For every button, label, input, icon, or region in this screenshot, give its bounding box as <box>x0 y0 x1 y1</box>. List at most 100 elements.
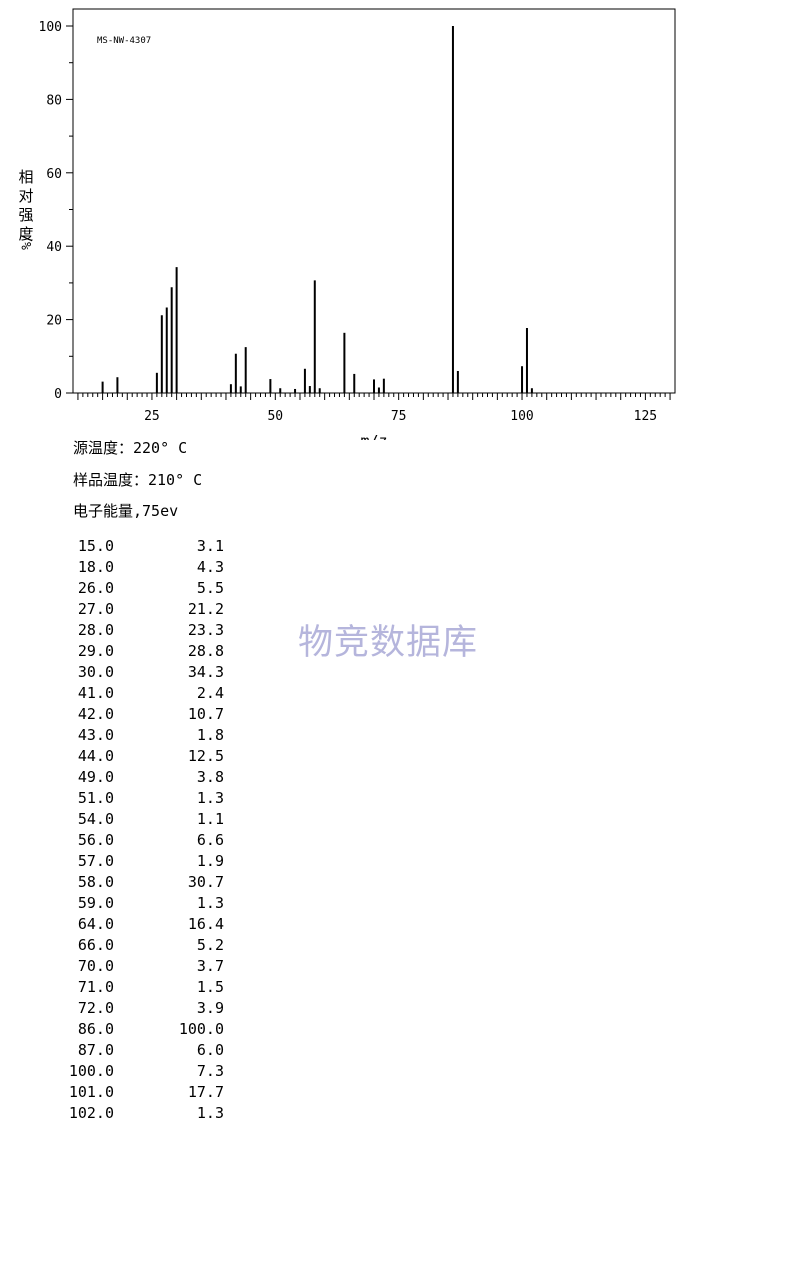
chart-title: MS-NW-4307 <box>97 36 151 46</box>
peak-row: 54.0 1.1 <box>40 810 224 831</box>
peak-intensity: 6.0 <box>196 1041 224 1059</box>
peak-intensity: 1.3 <box>196 894 224 912</box>
peak-row: 49.0 3.8 <box>40 768 224 789</box>
peak-mz: 44.0 <box>77 747 114 765</box>
watermark: 物竞数据库 <box>298 623 479 663</box>
peak-mz: 102.0 <box>68 1104 114 1122</box>
peak-intensity: 1.9 <box>196 852 224 870</box>
peak-intensity: 5.5 <box>196 579 224 597</box>
peak-intensity: 1.3 <box>196 1104 224 1122</box>
peak-row: 59.0 1.3 <box>40 894 224 915</box>
peak-mz: 59.0 <box>77 894 114 912</box>
peak-intensity: 2.4 <box>196 684 224 702</box>
peak-mz: 86.0 <box>77 1020 114 1038</box>
peak-mz: 29.0 <box>77 642 114 660</box>
peak-intensity: 28.8 <box>187 642 224 660</box>
peak-intensity: 1.5 <box>196 978 224 996</box>
peak-intensity: 30.7 <box>187 873 224 891</box>
peak-row: 101.0 17.7 <box>40 1083 224 1104</box>
peak-intensity: 1.1 <box>196 810 224 828</box>
x-tick-label: 25 <box>144 409 160 424</box>
y-tick-label: 80 <box>46 93 62 108</box>
y-axis-unit: %/ <box>20 234 35 250</box>
peak-mz: 15.0 <box>77 537 114 555</box>
peak-intensity: 1.8 <box>196 726 224 744</box>
peak-mz: 54.0 <box>77 810 114 828</box>
peak-mz: 64.0 <box>77 915 114 933</box>
peak-mz: 41.0 <box>77 684 114 702</box>
peak-intensity: 17.7 <box>187 1083 224 1101</box>
peak-row: 71.0 1.5 <box>40 978 224 999</box>
y-axis-label-char: 对 <box>18 187 33 205</box>
y-tick-label: 60 <box>46 167 62 182</box>
peak-intensity: 3.1 <box>196 537 224 555</box>
peak-row: 57.0 1.9 <box>40 852 224 873</box>
peak-row: 44.0 12.5 <box>40 747 224 768</box>
peak-mz: 49.0 <box>77 768 114 786</box>
y-axis-label-char: 度 <box>18 225 33 243</box>
peak-row: 42.0 10.7 <box>40 705 224 726</box>
peak-row: 18.0 4.3 <box>40 558 224 579</box>
source-temperature: 源温度：220° C <box>73 439 188 457</box>
peak-mz: 43.0 <box>77 726 114 744</box>
y-tick-label: 20 <box>46 314 62 329</box>
peak-intensity: 16.4 <box>187 915 224 933</box>
x-tick-label: 100 <box>510 409 533 424</box>
peak-row: 102.0 1.3 <box>40 1104 224 1125</box>
peak-row: 43.0 1.8 <box>40 726 224 747</box>
peak-row: 15.0 3.1 <box>40 537 224 558</box>
x-axis-label: m/z <box>360 432 387 440</box>
peak-mz: 27.0 <box>77 600 114 618</box>
x-tick-label: 125 <box>634 409 657 424</box>
peak-row: 27.0 21.2 <box>40 600 224 621</box>
x-tick-label: 50 <box>267 409 283 424</box>
peak-mz: 30.0 <box>77 663 114 681</box>
x-tick-label: 75 <box>391 409 407 424</box>
peak-row: 26.0 5.5 <box>40 579 224 600</box>
peak-intensity: 34.3 <box>187 663 224 681</box>
y-tick-label: 100 <box>39 20 62 35</box>
peak-mz: 72.0 <box>77 999 114 1017</box>
peak-row: 29.0 28.8 <box>40 642 224 663</box>
peak-intensity: 3.7 <box>196 957 224 975</box>
peak-row: 28.0 23.3 <box>40 621 224 642</box>
plot-frame <box>72 8 676 394</box>
peak-mz: 87.0 <box>77 1041 114 1059</box>
peak-intensity: 21.2 <box>187 600 224 618</box>
peak-intensity: 3.8 <box>196 768 224 786</box>
peak-row: 56.0 6.6 <box>40 831 224 852</box>
peak-mz: 18.0 <box>77 558 114 576</box>
peak-mz: 71.0 <box>77 978 114 996</box>
peak-list: 15.0 3.1 18.0 4.3 26.0 5.5 27.0 21.2 28.0 23.3 29.… <box>40 537 224 1125</box>
peak-mz: 56.0 <box>77 831 114 849</box>
peak-intensity: 100.0 <box>178 1020 224 1038</box>
peak-intensity: 3.9 <box>196 999 224 1017</box>
peak-intensity: 7.3 <box>196 1062 224 1080</box>
peak-mz: 101.0 <box>68 1083 114 1101</box>
peak-row: 64.0 16.4 <box>40 915 224 936</box>
peak-intensity: 6.6 <box>196 831 224 849</box>
peak-row: 66.0 5.2 <box>40 936 224 957</box>
peak-intensity: 1.3 <box>196 789 224 807</box>
peak-row: 86.0 100.0 <box>40 1020 224 1041</box>
y-tick-label: 40 <box>46 240 62 255</box>
peak-mz: 70.0 <box>77 957 114 975</box>
peak-row: 30.0 34.3 <box>40 663 224 684</box>
peak-mz: 42.0 <box>77 705 114 723</box>
peak-intensity: 23.3 <box>187 621 224 639</box>
peak-mz: 66.0 <box>77 936 114 954</box>
peak-row: 70.0 3.7 <box>40 957 224 978</box>
peak-intensity: 5.2 <box>196 936 224 954</box>
peak-row: 51.0 1.3 <box>40 789 224 810</box>
peak-row: 58.0 30.7 <box>40 873 224 894</box>
y-axis-label-char: 相 <box>18 168 33 186</box>
y-axis-label-char: 强 <box>18 206 33 224</box>
peak-mz: 51.0 <box>77 789 114 807</box>
peak-row: 100.0 7.3 <box>40 1062 224 1083</box>
y-tick-label: 0 <box>54 387 62 402</box>
peak-row: 41.0 2.4 <box>40 684 224 705</box>
peak-mz: 28.0 <box>77 621 114 639</box>
peak-intensity: 10.7 <box>187 705 224 723</box>
sample-temperature: 样品温度：210° C <box>73 471 203 489</box>
